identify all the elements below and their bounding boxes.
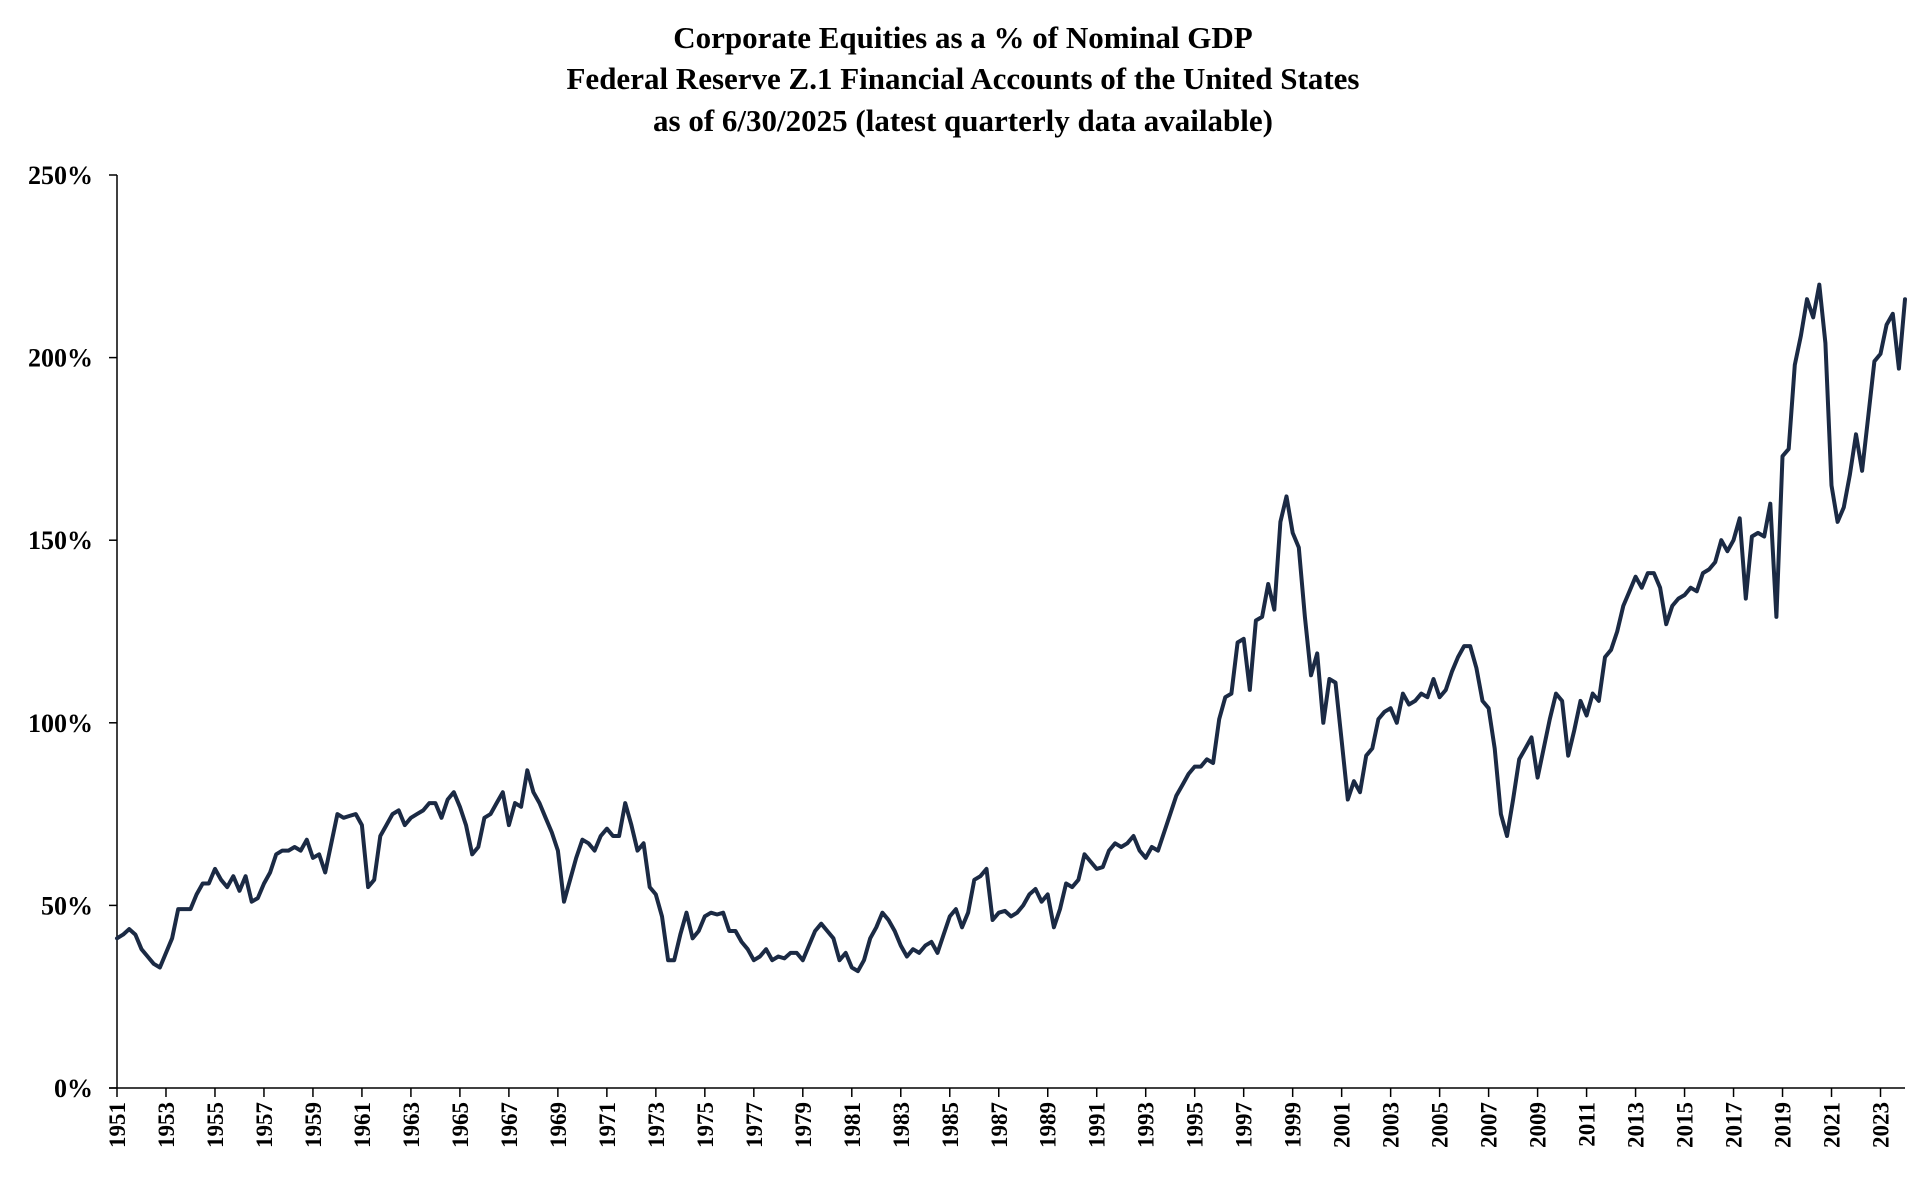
x-tick-label: 2009 bbox=[1526, 1102, 1551, 1148]
x-tick-label: 1955 bbox=[203, 1102, 228, 1148]
x-tick-label: 1965 bbox=[448, 1102, 473, 1148]
x-tick-label: 1993 bbox=[1134, 1102, 1159, 1148]
chart-title: Corporate Equities as a % of Nominal GDP bbox=[673, 20, 1253, 55]
x-tick-label: 1951 bbox=[105, 1102, 130, 1148]
x-tick-label: 1961 bbox=[350, 1102, 375, 1148]
x-tick-label: 1985 bbox=[938, 1102, 963, 1148]
x-tick-label: 1995 bbox=[1183, 1102, 1208, 1148]
x-tick-label: 1969 bbox=[546, 1102, 571, 1148]
y-tick-label: 250% bbox=[28, 161, 93, 190]
chart-subtitle-date: as of 6/30/2025 (latest quarterly data a… bbox=[653, 103, 1273, 138]
x-tick-label: 1999 bbox=[1281, 1102, 1306, 1148]
x-tick-label: 1971 bbox=[595, 1102, 620, 1148]
x-tick-label: 2011 bbox=[1575, 1102, 1600, 1147]
y-tick-label: 150% bbox=[28, 526, 93, 555]
y-tick-label: 200% bbox=[28, 344, 93, 373]
x-tick-label: 1989 bbox=[1036, 1102, 1061, 1148]
x-tick-label: 1979 bbox=[791, 1102, 816, 1148]
x-tick-label: 2013 bbox=[1624, 1102, 1649, 1148]
x-tick-label: 1997 bbox=[1232, 1102, 1257, 1148]
x-tick-label: 1957 bbox=[252, 1102, 277, 1148]
x-tick-label: 2007 bbox=[1477, 1102, 1502, 1148]
x-tick-label: 2021 bbox=[1820, 1102, 1845, 1148]
x-tick-label: 1959 bbox=[301, 1102, 326, 1148]
x-tick-label: 2019 bbox=[1771, 1102, 1796, 1148]
x-tick-label: 1991 bbox=[1085, 1102, 1110, 1148]
y-tick-label: 0% bbox=[54, 1074, 93, 1103]
x-tick-label: 1977 bbox=[742, 1102, 767, 1148]
x-tick-label: 1963 bbox=[399, 1102, 424, 1148]
y-tick-label: 50% bbox=[41, 891, 93, 920]
x-tick-label: 1981 bbox=[840, 1102, 865, 1148]
x-tick-label: 2001 bbox=[1330, 1102, 1355, 1148]
chart-subtitle: Federal Reserve Z.1 Financial Accounts o… bbox=[566, 61, 1360, 96]
x-tick-label: 2005 bbox=[1428, 1102, 1453, 1148]
y-tick-label: 100% bbox=[28, 709, 93, 738]
x-tick-label: 2015 bbox=[1673, 1102, 1698, 1148]
x-tick-label: 1983 bbox=[889, 1102, 914, 1148]
series-line-equities-gdp bbox=[115, 282, 1907, 974]
x-tick-label: 1973 bbox=[644, 1102, 669, 1148]
x-tick-label: 1953 bbox=[154, 1102, 179, 1148]
x-tick-label: 1967 bbox=[497, 1102, 522, 1148]
x-tick-label: 2003 bbox=[1379, 1102, 1404, 1148]
x-tick-label: 1975 bbox=[693, 1102, 718, 1148]
x-tick-label: 2023 bbox=[1869, 1102, 1894, 1148]
x-tick-label: 2017 bbox=[1722, 1102, 1747, 1148]
x-tick-label: 1987 bbox=[987, 1102, 1012, 1148]
